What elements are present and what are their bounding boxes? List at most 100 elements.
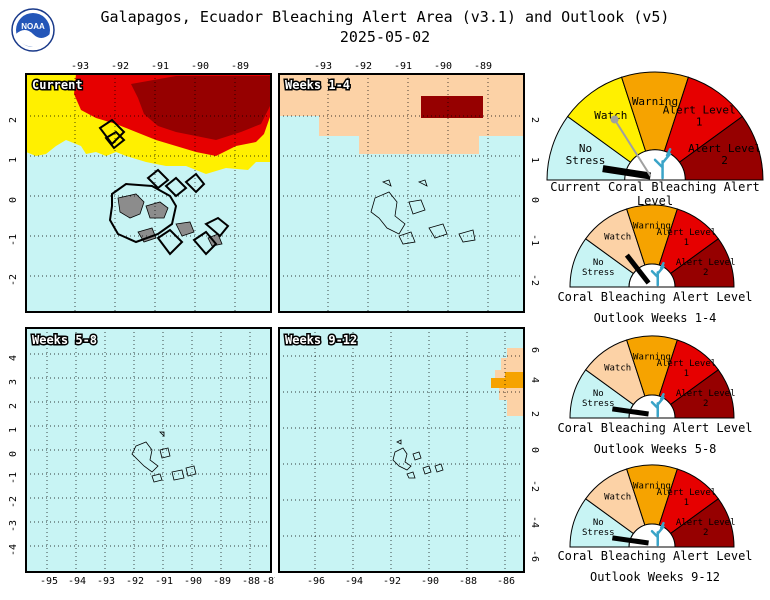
coral-icon: [653, 148, 672, 180]
y-tick: -2: [529, 480, 540, 492]
gauge-label-alert-level-1: Alert Level 1: [657, 228, 717, 248]
y-tick: 0: [529, 447, 540, 453]
y-tick: -6: [529, 550, 540, 562]
x-tick: -94: [345, 576, 363, 587]
x-tick: -89: [231, 61, 249, 72]
coral-icon: [650, 261, 665, 287]
map-panel-weeks-9-12: Weeks 9-12 -96 -94 -92 -90 -88 -86 6 4 2…: [278, 327, 540, 587]
x-tick: -89: [213, 576, 231, 587]
gauge-label-alert-level-2: Alert Level 2: [688, 142, 761, 167]
x-tick: -90: [184, 576, 202, 587]
y-tick: 0: [8, 197, 19, 203]
x-ticks-weeks-9-12: -96 -94 -92 -90 -88 -86: [307, 576, 515, 587]
y-tick: -1: [8, 234, 19, 246]
x-ticks-weeks-5-8: -95 -94 -93 -92 -91 -90 -89 -88 -87: [40, 576, 275, 587]
x-tick: -92: [126, 576, 144, 587]
y-tick: 1: [529, 157, 540, 163]
map-panel-weeks-1-4: Weeks 1-4 -93 -92 -91 -90 -89 2 1 0 -1 -…: [278, 61, 540, 313]
x-tick: -93: [71, 61, 89, 72]
gauge-label-alert-level-1: Alert Level 1: [657, 488, 717, 508]
panel-label-weeks-5-8: Weeks 5-8: [32, 333, 97, 347]
coral-icon: [650, 392, 665, 418]
gauge-previous-needle: [613, 118, 652, 177]
gauge-label-watch: Watch: [594, 109, 627, 122]
gauge-label-warning: Warning: [632, 95, 678, 108]
y-tick: 1: [8, 427, 19, 433]
panel-label-weeks-9-12: Weeks 9-12: [285, 333, 357, 347]
y-tick: 6: [529, 347, 540, 353]
y-tick: 0: [529, 197, 540, 203]
y-tick: 4: [8, 355, 19, 361]
gauge-label-alert-level-2: Alert Level 2: [676, 518, 736, 538]
gauge-label-no-stress: No Stress: [582, 518, 615, 538]
x-tick: -86: [497, 576, 515, 587]
gauge-label-no-stress: No Stress: [582, 389, 615, 409]
y-ticks-weeks-1-4: 2 1 0 -1 -2: [529, 117, 540, 286]
map-panel-weeks-5-8: Weeks 5-8 -95 -94 -93 -92 -91 -90 -89 -8…: [8, 327, 275, 587]
gauge-needle: [611, 406, 649, 417]
gauge-subcaption: Outlook Weeks 9-12: [589, 570, 721, 584]
y-tick: -2: [8, 274, 19, 286]
x-tick: -91: [151, 61, 169, 72]
gauge-previous-marker: [610, 115, 619, 124]
gauge-needle: [624, 253, 651, 285]
gauge-label-alert-level-1: Alert Level 1: [657, 359, 717, 379]
x-tick: -89: [474, 61, 492, 72]
map-panel-current: Current -93 -92 -91 -90 -89 2 1 0 -1 -2: [8, 61, 272, 313]
gauge-caption: Coral Bleaching Alert Level: [557, 549, 753, 563]
x-tick: -92: [383, 576, 401, 587]
gauge-label-warning: Warning: [633, 353, 671, 363]
x-tick: -94: [68, 576, 86, 587]
y-tick: 2: [8, 403, 19, 409]
gauge-caption: Coral Bleaching Alert Level: [557, 421, 753, 435]
y-tick: 2: [529, 117, 540, 123]
gauge-label-alert-level-2: Alert Level 2: [676, 258, 736, 278]
y-tick: 3: [8, 379, 19, 385]
gauge-subcaption: Outlook Weeks 5-8: [593, 442, 717, 456]
y-tick: -2: [529, 274, 540, 286]
gauge-label-no-stress: No Stress: [566, 142, 606, 167]
y-tick: 1: [8, 157, 19, 163]
x-ticks-weeks-1-4: -93 -92 -91 -90 -89: [314, 61, 492, 72]
panel-label-current: Current: [32, 78, 83, 92]
x-tick: -88: [242, 576, 260, 587]
x-tick: -93: [314, 61, 332, 72]
coral-icon: [650, 521, 665, 547]
noaa-logo: NOAA: [11, 8, 55, 52]
x-tick: -87: [262, 576, 275, 587]
gauge-label-watch: Watch: [604, 493, 631, 503]
gauge-label-warning: Warning: [633, 222, 671, 232]
gauge-label-no-stress: No Stress: [582, 258, 615, 278]
x-tick: -93: [97, 576, 115, 587]
svg-text:NOAA: NOAA: [21, 22, 45, 31]
x-tick: -88: [459, 576, 477, 587]
gauge-label-warning: Warning: [633, 482, 671, 492]
x-tick: -90: [434, 61, 452, 72]
y-tick: 2: [8, 117, 19, 123]
gauge-caption: Coral Bleaching Alert Level: [557, 290, 753, 304]
y-tick: -1: [8, 472, 19, 484]
x-tick: -90: [421, 576, 439, 587]
gauge-label-watch: Watch: [604, 364, 631, 374]
y-tick: 2: [529, 411, 540, 417]
x-tick: -91: [155, 576, 173, 587]
x-tick: -96: [307, 576, 325, 587]
gauge-needle: [611, 535, 649, 546]
gauge-caption: Current Coral Bleaching Alert Level: [550, 180, 760, 208]
gauge-needle: [602, 165, 651, 180]
y-ticks-weeks-9-12: 6 4 2 0 -2 -4 -6: [529, 347, 540, 562]
y-tick: -2: [8, 496, 19, 508]
x-tick: -95: [40, 576, 58, 587]
y-tick: 4: [529, 377, 540, 383]
y-tick: -4: [529, 516, 540, 528]
x-tick: -92: [111, 61, 129, 72]
gauge-label-watch: Watch: [604, 233, 631, 243]
page-title: Galapagos, Ecuador Bleaching Alert Area …: [100, 8, 670, 26]
gauge-label-alert-level-2: Alert Level 2: [676, 389, 736, 409]
y-tick: -1: [529, 234, 540, 246]
x-tick: -91: [394, 61, 412, 72]
